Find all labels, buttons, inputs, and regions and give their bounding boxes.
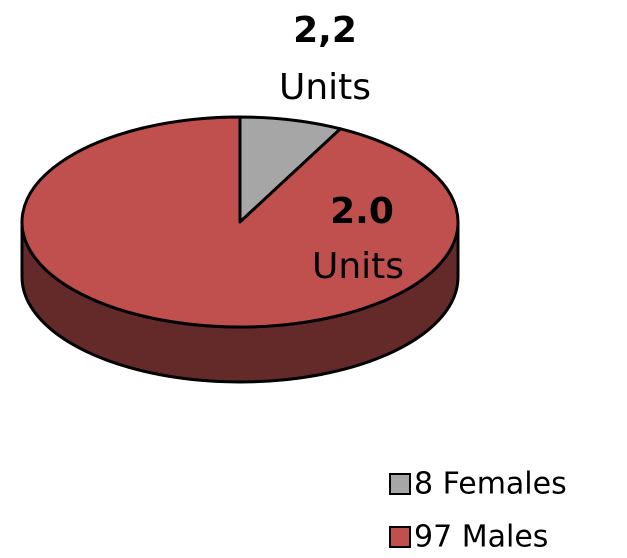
legend-label: 8 Females — [414, 467, 567, 502]
data-label: 2,2 — [293, 10, 357, 51]
pie-slice — [238, 115, 342, 224]
data-label: 2.0 — [330, 191, 394, 232]
legend-label: 97 Males — [414, 520, 548, 555]
legend-swatch — [389, 473, 411, 495]
legend-swatch — [389, 526, 411, 548]
data-label: Units — [279, 67, 371, 108]
pie-slice — [20, 115, 460, 329]
data-label: Units — [312, 246, 404, 287]
